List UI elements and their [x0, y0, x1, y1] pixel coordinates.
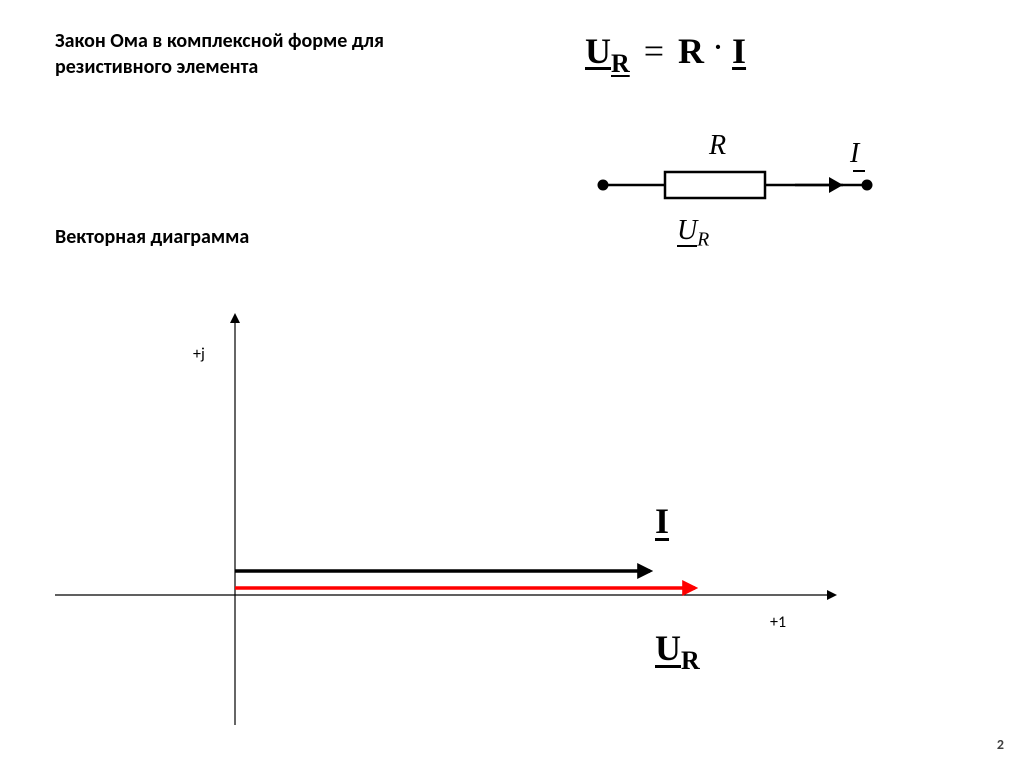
resistor-circuit: R I UR	[595, 130, 905, 250]
title: Закон Ома в комплексной форме для резист…	[55, 28, 415, 80]
eq-I: I	[732, 31, 746, 71]
circuit-UR-R: R	[697, 230, 709, 251]
circuit-UR-underline	[677, 245, 697, 247]
axis-label-plus1: +1	[770, 613, 786, 632]
subtitle: Векторная диаграмма	[55, 225, 249, 249]
vector-label-UR-U: U	[655, 628, 681, 668]
eq-U: U	[585, 31, 611, 71]
circuit-I-underline	[853, 170, 865, 172]
vector-diagram: +j +1 I UR	[55, 295, 935, 735]
circuit-label-I: I	[850, 138, 859, 170]
axis-label-j: +j	[193, 345, 205, 364]
page-number: 2	[997, 736, 1004, 753]
circuit-label-R: R	[709, 130, 726, 162]
eq-R: R	[678, 31, 704, 71]
vector-label-UR: UR	[655, 627, 700, 675]
vector-label-I: I	[655, 500, 669, 542]
vector-label-UR-R: R	[681, 646, 700, 675]
vector-diagram-svg	[55, 295, 935, 735]
circuit-UR-U: U	[677, 215, 697, 246]
eq-dot: ·	[712, 27, 724, 67]
ohms-law-equation: UR=R·I	[585, 30, 746, 78]
eq-equals: =	[644, 31, 664, 71]
eq-Rsub: R	[611, 49, 630, 78]
